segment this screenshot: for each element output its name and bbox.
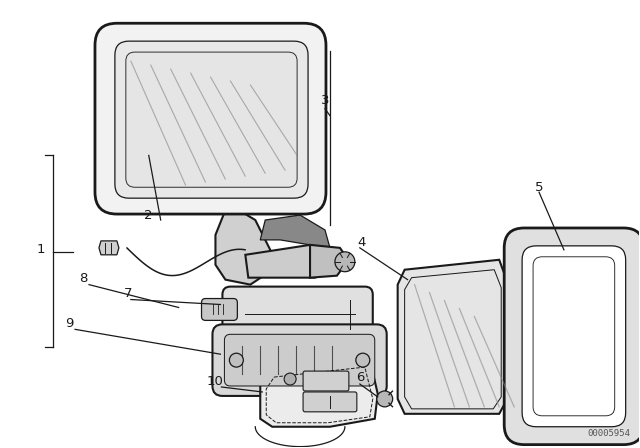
Circle shape	[377, 391, 393, 407]
Polygon shape	[99, 241, 119, 255]
Circle shape	[284, 373, 296, 385]
Circle shape	[356, 353, 370, 367]
Text: 9: 9	[65, 317, 74, 330]
FancyBboxPatch shape	[504, 228, 640, 444]
FancyBboxPatch shape	[126, 52, 297, 187]
Text: 4: 4	[358, 237, 366, 250]
Text: 00005954: 00005954	[588, 429, 630, 438]
FancyBboxPatch shape	[212, 324, 387, 396]
FancyBboxPatch shape	[303, 371, 349, 391]
Text: 7: 7	[124, 287, 132, 300]
FancyBboxPatch shape	[225, 334, 375, 386]
Text: 2: 2	[145, 209, 153, 222]
FancyBboxPatch shape	[202, 298, 237, 320]
Polygon shape	[260, 215, 330, 248]
Text: 8: 8	[79, 272, 87, 285]
FancyBboxPatch shape	[115, 41, 308, 198]
Polygon shape	[310, 245, 345, 278]
Polygon shape	[260, 359, 378, 427]
Text: 3: 3	[321, 94, 329, 107]
FancyBboxPatch shape	[533, 257, 614, 416]
Polygon shape	[245, 245, 335, 278]
Polygon shape	[397, 260, 507, 414]
FancyBboxPatch shape	[522, 246, 626, 427]
FancyBboxPatch shape	[303, 392, 357, 412]
FancyBboxPatch shape	[223, 287, 372, 342]
Text: 1: 1	[37, 243, 45, 256]
Circle shape	[335, 252, 355, 271]
Text: 5: 5	[535, 181, 543, 194]
FancyBboxPatch shape	[95, 23, 326, 214]
Text: 6: 6	[356, 370, 364, 383]
Circle shape	[229, 353, 243, 367]
Polygon shape	[216, 205, 270, 284]
Text: 10: 10	[207, 375, 224, 388]
